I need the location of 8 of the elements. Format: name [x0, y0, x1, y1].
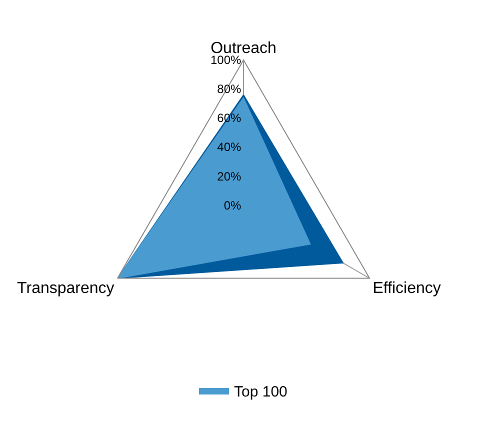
spoke-label: Efficiency — [372, 280, 441, 297]
legend-label: Top 100 — [234, 383, 288, 400]
y-tick-label: 0% — [224, 198, 242, 212]
y-tick-label: 40% — [217, 140, 242, 154]
y-tick-label: 100% — [210, 52, 242, 67]
y-tick-label: 20% — [217, 169, 242, 184]
spoke-label: Transparency — [17, 280, 114, 297]
y-tick-label: 80% — [217, 82, 242, 96]
